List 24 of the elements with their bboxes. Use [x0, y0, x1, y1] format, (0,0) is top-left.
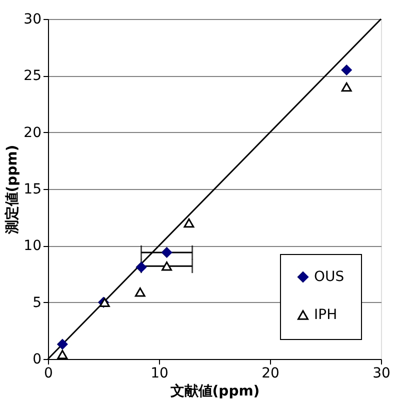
point	[184, 218, 194, 228]
y-tick-label: 15	[24, 182, 42, 198]
y-tick-label: 10	[24, 238, 42, 254]
point	[57, 339, 68, 350]
x-tick-label: 30	[372, 366, 390, 382]
point	[341, 82, 352, 92]
point	[57, 350, 68, 360]
y-tick-label: 20	[24, 124, 42, 141]
x-tick-label: 20	[262, 366, 280, 382]
y-tick-label: 5	[32, 294, 42, 311]
point	[136, 262, 146, 272]
point	[134, 288, 146, 297]
y-tick-label: 0	[32, 352, 42, 368]
y-tick-label: 30	[24, 12, 42, 28]
y-axis-title: 測定値(ppm)	[4, 144, 21, 236]
x-tick-label: 0	[44, 366, 53, 382]
y-tick-label: 25	[24, 68, 42, 84]
point	[162, 247, 172, 258]
x-axis-title: 文献値(ppm)	[169, 382, 260, 400]
legend-label: OUS	[314, 269, 344, 285]
point	[341, 64, 352, 76]
point	[162, 261, 172, 271]
x-tick-label: 10	[150, 366, 168, 382]
legend-label: IPH	[314, 307, 338, 323]
